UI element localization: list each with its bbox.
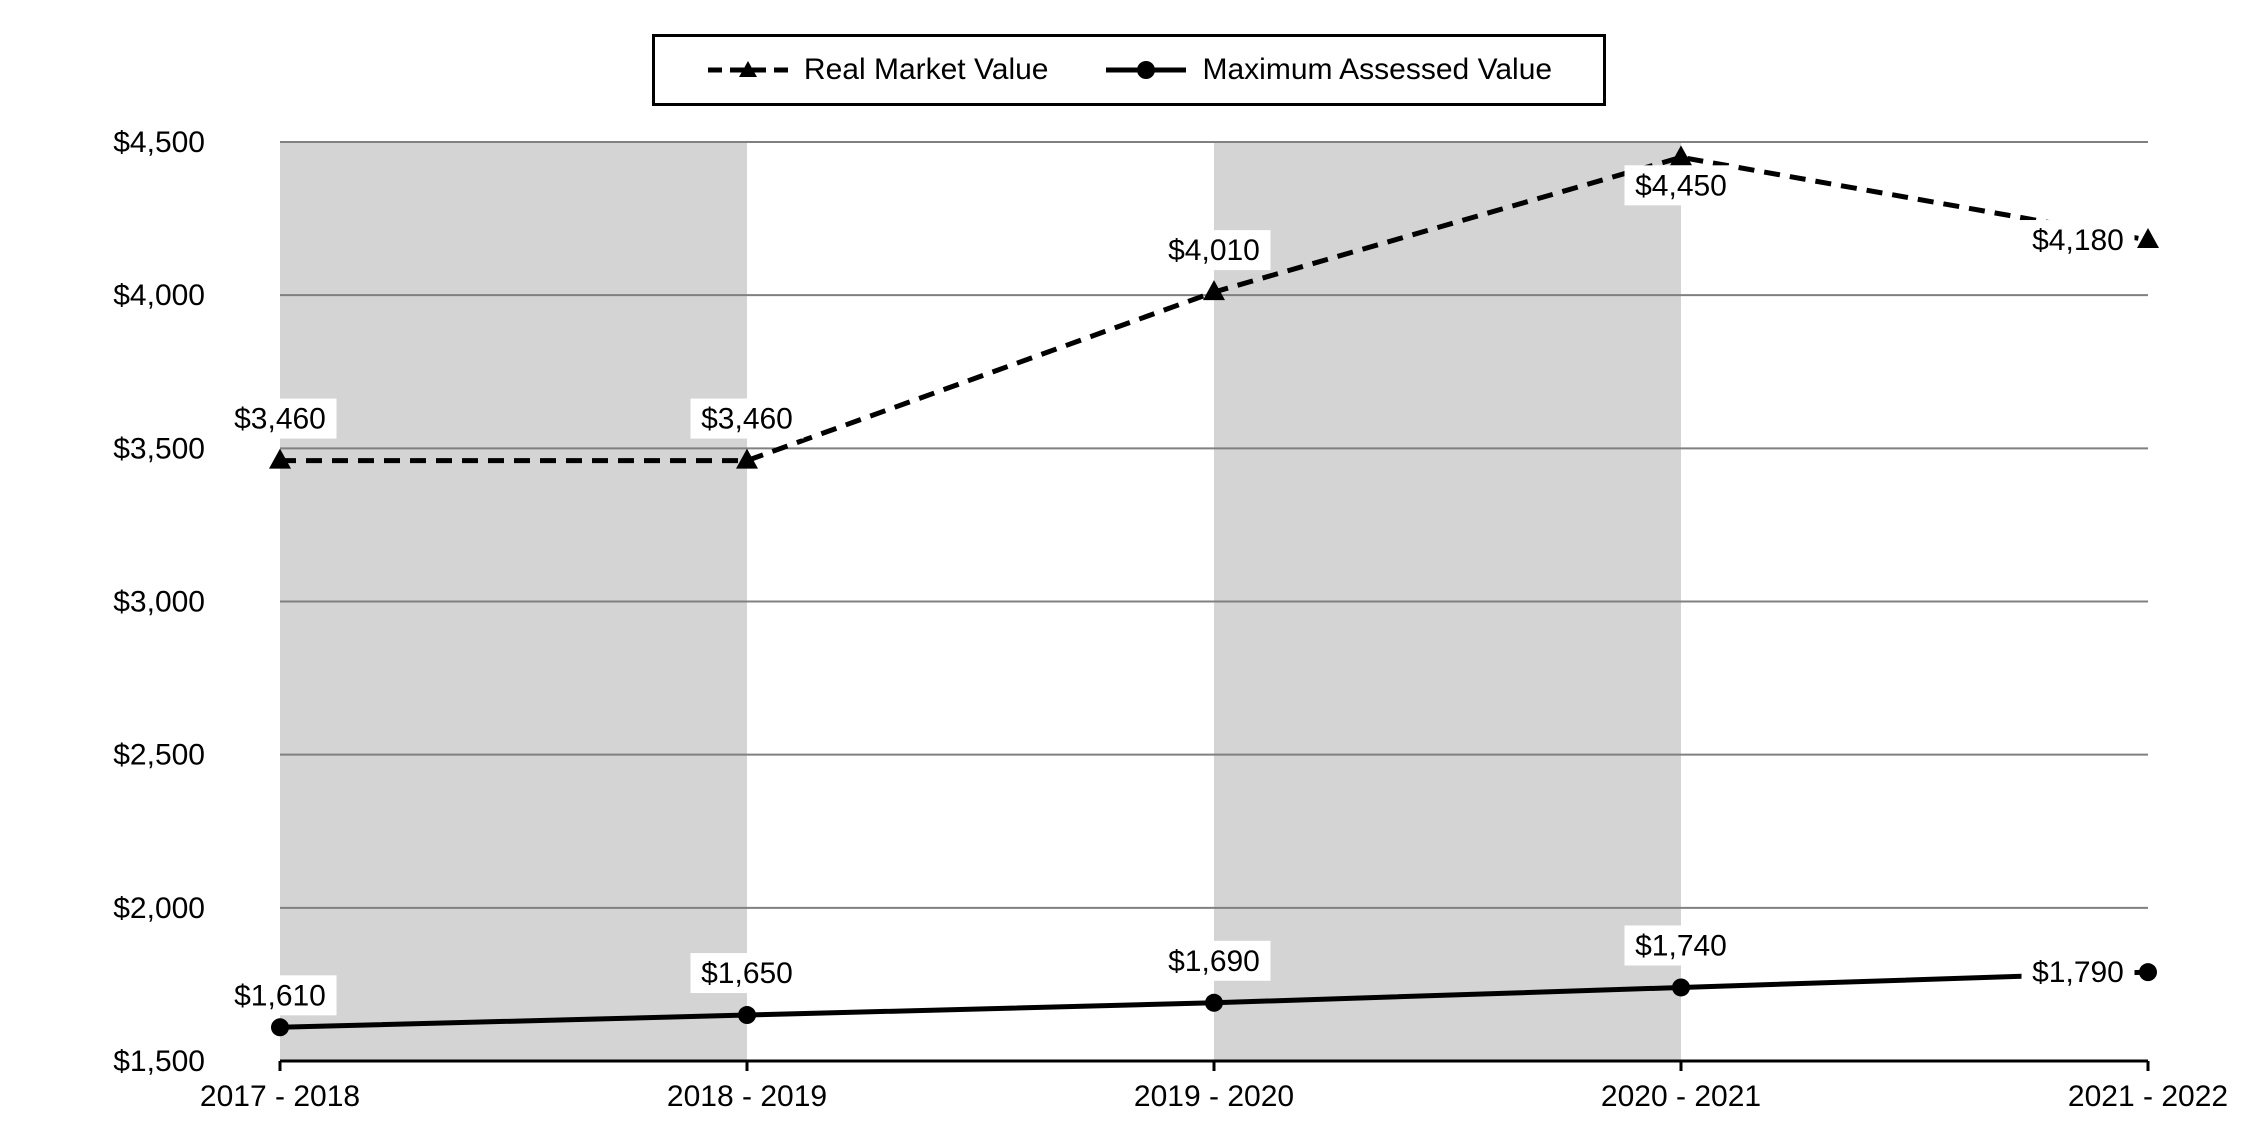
data-label-series-1-2: $1,690: [1168, 945, 1260, 978]
data-label-series-1-3: $1,740: [1635, 929, 1727, 962]
data-label-bg: [690, 398, 804, 439]
y-tick-label: $2,000: [113, 892, 205, 925]
data-label-bg: [223, 975, 337, 1016]
series-1-point-0: [271, 1018, 289, 1037]
data-label-bg: [1624, 925, 1738, 966]
data-label-series-0-2: $4,010: [1168, 234, 1260, 267]
legend-label-maximum-assessed-value: Maximum Assessed Value: [1202, 53, 1553, 86]
data-label-series-1-1: $1,650: [701, 957, 793, 990]
series-1-point-3: [1672, 978, 1690, 997]
y-tick-label: $3,000: [113, 586, 205, 619]
y-tick-label: $4,000: [113, 279, 205, 312]
data-label-series-1-0: $1,610: [234, 979, 326, 1012]
data-label-bg: [1624, 165, 1738, 206]
x-tick-label: 2017 - 2018: [200, 1080, 360, 1113]
x-tick-label: 2020 - 2021: [1601, 1080, 1761, 1113]
series-1-point-1: [738, 1006, 756, 1025]
data-label-series-0-4: $4,180: [2032, 224, 2124, 257]
y-tick-label: $3,500: [113, 432, 205, 465]
series-0-point-2: [1203, 280, 1225, 301]
data-label-bg: [690, 953, 804, 994]
data-label-bg: [223, 398, 337, 439]
series-0-point-0: [269, 448, 291, 469]
legend: Real Market Value Maximum Assessed Value: [652, 34, 1606, 106]
legend-label-real-market-value: Real Market Value: [803, 53, 1049, 86]
data-label-series-0-0: $3,460: [234, 403, 326, 436]
x-tick-label: 2021 - 2022: [2068, 1080, 2228, 1113]
y-tick-label: $2,500: [113, 739, 205, 772]
data-label-bg: [2021, 952, 2135, 993]
y-tick-label: $1,500: [113, 1045, 205, 1078]
data-label-series-1-4: $1,790: [2032, 956, 2124, 989]
x-tick-label: 2018 - 2019: [667, 1080, 827, 1113]
series-0-point-4: [2137, 228, 2159, 249]
data-label-bg: [1157, 940, 1271, 981]
legend-swatch-real-market-value: [707, 61, 788, 77]
data-label-series-0-1: $3,460: [701, 403, 793, 436]
legend-item-maximum-assessed-value: Maximum Assessed Value: [1104, 53, 1552, 87]
legend-swatch-maximum-assessed-value: [1106, 61, 1187, 79]
series-1-point-2: [1205, 993, 1223, 1012]
data-label-bg: [2021, 220, 2135, 261]
x-tick-label: 2019 - 2020: [1134, 1080, 1294, 1113]
data-label-series-0-3: $4,450: [1635, 169, 1727, 202]
data-label-bg: [1157, 230, 1271, 271]
series-1-point-4: [2139, 963, 2157, 982]
y-tick-label: $4,500: [113, 126, 205, 159]
series-0-point-3: [1670, 145, 1692, 166]
series-0-point-1: [736, 448, 758, 469]
legend-item-real-market-value: Real Market Value: [706, 53, 1049, 87]
